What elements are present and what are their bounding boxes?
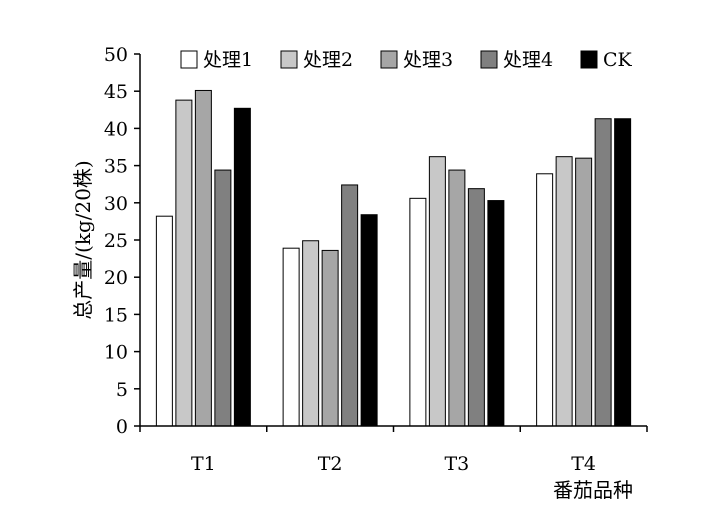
bar	[409, 197, 427, 427]
bar	[360, 214, 378, 427]
bar	[575, 157, 593, 427]
x-axis-title: 番茄品种	[553, 478, 633, 502]
bar	[448, 169, 466, 427]
y-ticks: 0 5 10 15 20 25 30 35 40 45 50	[104, 44, 140, 438]
y-tick-label: 30	[104, 193, 128, 215]
bar	[194, 89, 212, 427]
bar	[614, 118, 632, 427]
x-category-label: T2	[318, 453, 343, 475]
y-tick-label: 15	[104, 304, 128, 326]
x-ticks: T1 T2 T3 T4	[139, 426, 648, 475]
bars-layer	[155, 89, 632, 427]
y-tick-label: 25	[104, 230, 128, 252]
bar	[341, 184, 359, 427]
bar	[594, 118, 612, 427]
y-tick-label: 40	[104, 118, 128, 140]
legend-swatch	[480, 50, 498, 69]
bar	[555, 156, 573, 427]
y-tick-label: 45	[104, 81, 128, 103]
y-tick-label: 20	[104, 267, 128, 289]
legend-label: 处理3	[403, 49, 453, 71]
bar	[428, 156, 446, 427]
bar	[487, 200, 505, 427]
y-tick-label: 10	[104, 342, 128, 364]
y-tick-label: 5	[116, 379, 128, 401]
y-tick-label: 35	[104, 156, 128, 178]
bar	[155, 215, 173, 427]
legend-swatch	[280, 50, 298, 69]
x-category-label: T4	[571, 453, 596, 475]
legend: 处理1 处理2 处理3 处理4 CK	[180, 49, 633, 71]
bar	[536, 173, 554, 427]
legend-label: CK	[603, 49, 633, 71]
y-tick-label: 0	[116, 416, 128, 438]
bar	[233, 107, 251, 427]
legend-label: 处理4	[503, 49, 553, 71]
legend-label: 处理1	[203, 49, 253, 71]
legend-swatch	[580, 50, 598, 69]
legend-swatch	[380, 50, 398, 69]
x-category-label: T3	[444, 453, 469, 475]
bar	[302, 240, 320, 427]
y-axis-title: 总产量/(kg/20株)	[71, 160, 95, 319]
bar	[321, 249, 339, 427]
legend-label: 处理2	[303, 49, 353, 71]
bar	[467, 188, 485, 427]
bar	[282, 247, 300, 427]
y-tick-label: 50	[104, 44, 128, 66]
x-category-label: T1	[191, 453, 216, 475]
legend-swatch	[180, 50, 198, 69]
bar	[175, 99, 193, 427]
bar	[214, 169, 232, 427]
